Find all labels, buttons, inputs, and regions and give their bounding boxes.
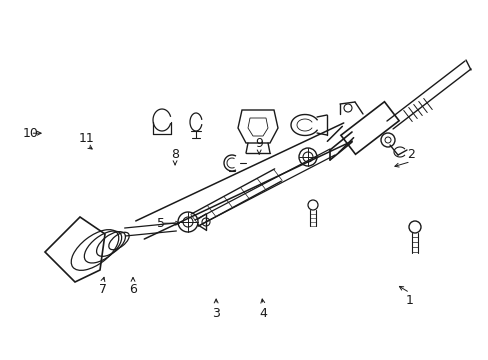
Text: 10: 10: [22, 127, 38, 140]
Circle shape: [380, 133, 394, 147]
Circle shape: [408, 221, 420, 233]
Text: 4: 4: [259, 307, 266, 320]
Text: 9: 9: [255, 138, 263, 150]
Circle shape: [307, 200, 317, 210]
Text: 7: 7: [99, 283, 106, 296]
Circle shape: [298, 148, 316, 166]
Text: 6: 6: [129, 283, 137, 296]
Text: 5: 5: [157, 217, 165, 230]
Text: 3: 3: [212, 307, 220, 320]
Bar: [340, 102, 398, 154]
Circle shape: [178, 212, 198, 232]
Text: 8: 8: [171, 148, 179, 161]
Text: 1: 1: [405, 294, 413, 307]
Text: 2: 2: [406, 148, 414, 161]
Text: 11: 11: [79, 132, 95, 145]
